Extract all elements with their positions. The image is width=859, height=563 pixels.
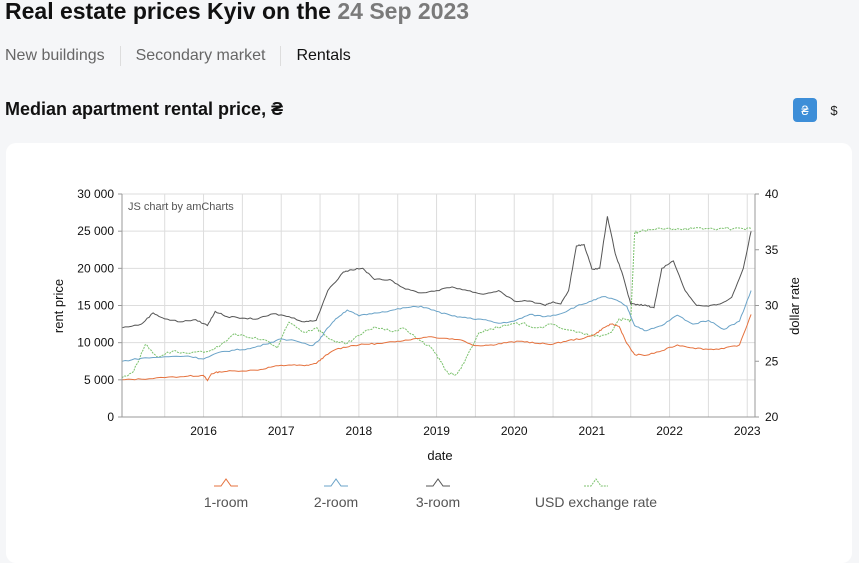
page-title-text: Real estate prices Kyiv on the bbox=[5, 0, 331, 24]
y2-tick-label: 30 bbox=[765, 299, 779, 313]
chart-card: 0 5 000 10 000 15 000 20 000 25 000 30 000 20 25… bbox=[6, 143, 852, 563]
series-line-3-room bbox=[121, 216, 752, 329]
tab-secondary-market[interactable]: Secondary market bbox=[119, 46, 281, 66]
legend-marker bbox=[214, 478, 238, 487]
page-title: Real estate prices Kyiv on the 24 Sep 20… bbox=[5, 0, 469, 25]
tab-new-buildings[interactable]: New buildings bbox=[5, 47, 105, 64]
legend-label[interactable]: 1-room bbox=[204, 494, 248, 510]
y2-axis-label: dollar rate bbox=[787, 277, 802, 335]
x-tick-label: 2018 bbox=[346, 424, 373, 438]
y-tick-label: 20 000 bbox=[77, 261, 114, 275]
y-tick-label: 25 000 bbox=[77, 224, 114, 238]
legend-marker bbox=[426, 478, 450, 487]
market-tabs: New buildings Secondary market Rentals bbox=[5, 46, 366, 66]
legend-label[interactable]: USD exchange rate bbox=[535, 494, 657, 510]
legend-label[interactable]: 2-room bbox=[314, 494, 358, 510]
x-tick-label: 2022 bbox=[656, 424, 683, 438]
y-tick-label: 30 000 bbox=[77, 187, 114, 201]
x-tick-label: 2021 bbox=[579, 424, 606, 438]
tab-rentals[interactable]: Rentals bbox=[280, 46, 365, 66]
x-tick-label: 2020 bbox=[501, 424, 528, 438]
series-line-1-room bbox=[121, 314, 752, 382]
page-title-date: 24 Sep 2023 bbox=[337, 0, 470, 24]
x-tick-label: 2023 bbox=[734, 424, 761, 438]
y2-tick-label: 25 bbox=[765, 354, 779, 368]
y-tick-label: 15 000 bbox=[77, 299, 114, 313]
series-line-2-room bbox=[121, 290, 752, 362]
rent-price-chart: 0 5 000 10 000 15 000 20 000 25 000 30 000 20 25… bbox=[51, 187, 802, 510]
chart-grid bbox=[122, 193, 755, 418]
x-tick-label: 2016 bbox=[190, 424, 217, 438]
y-tick-label: 10 000 bbox=[77, 336, 114, 350]
legend-label[interactable]: 3-room bbox=[416, 494, 460, 510]
y2-tick-label: 20 bbox=[765, 410, 779, 424]
y-axis-label: rent price bbox=[51, 279, 66, 333]
currency-uah-button[interactable]: ₴ bbox=[793, 98, 817, 122]
legend-marker bbox=[324, 478, 348, 487]
currency-usd-button[interactable]: $ bbox=[830, 102, 838, 118]
x-axis-label: date bbox=[427, 448, 452, 463]
y-tick-label: 0 bbox=[107, 410, 114, 424]
chart-axes: 0 5 000 10 000 15 000 20 000 25 000 30 000 20 25… bbox=[77, 187, 778, 438]
x-tick-label: 2017 bbox=[268, 424, 295, 438]
y2-tick-label: 35 bbox=[765, 243, 779, 257]
section-title: Median apartment rental price, ₴ bbox=[5, 99, 284, 119]
chart-watermark: JS chart by amCharts bbox=[128, 201, 234, 213]
chart-legend: 1-room 2-room 3-room USD exchange rate bbox=[204, 478, 657, 510]
y2-tick-label: 40 bbox=[765, 187, 779, 201]
y-tick-label: 5 000 bbox=[84, 373, 114, 387]
chart-series bbox=[121, 216, 752, 382]
legend-marker bbox=[584, 478, 608, 487]
x-tick-label: 2019 bbox=[423, 424, 450, 438]
